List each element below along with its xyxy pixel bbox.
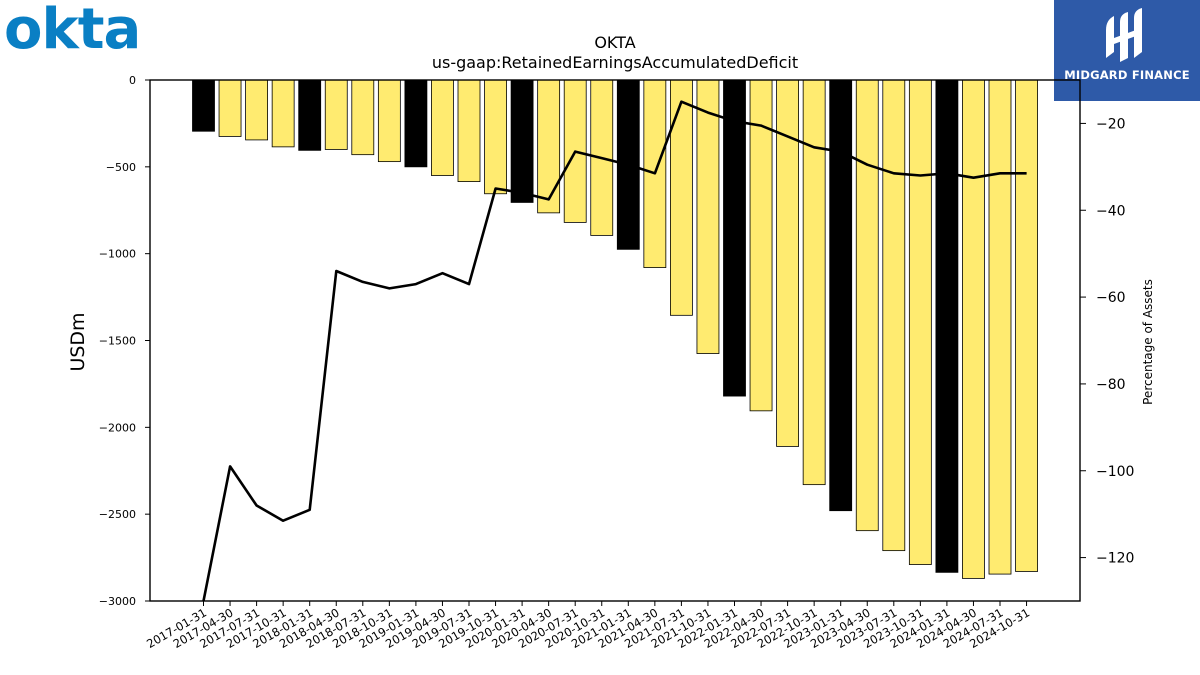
bar-2019-10-31 [484, 79, 507, 195]
bar-series [192, 79, 1038, 579]
bar-2018-07-31 [351, 79, 375, 156]
bar-2018-10-31 [377, 79, 401, 163]
y2-tick-label: −100 [1096, 464, 1134, 480]
y2-axis-label: Percentage of Assets [1141, 279, 1155, 405]
y-axis-label: USDm [67, 312, 89, 371]
y-tick-label: −1500 [99, 335, 136, 348]
bar-2019-04-30 [431, 79, 454, 176]
y2-tick-label: −120 [1096, 551, 1134, 567]
bar-2020-04-30 [537, 79, 561, 214]
bar-2021-10-31 [696, 79, 720, 354]
bar-2022-01-31 [723, 79, 746, 397]
y-tick-label: −2500 [99, 508, 136, 521]
y2-tick-label: −60 [1096, 290, 1126, 306]
bar-2018-01-31 [298, 79, 322, 151]
bar-2024-10-31 [1015, 79, 1038, 572]
y2-tick-label: −80 [1096, 377, 1126, 393]
y2-tick-label: −40 [1096, 203, 1126, 219]
brand-name: MIDGARD FINANCE [1064, 68, 1190, 82]
bar-2022-07-31 [776, 79, 799, 447]
bar-2023-04-30 [855, 79, 879, 532]
bar-2018-04-30 [324, 79, 348, 150]
chart-title: OKTA [594, 33, 635, 52]
bar-2023-10-31 [908, 79, 932, 565]
bar-2017-10-31 [271, 79, 295, 148]
midgard-mark-icon [1106, 8, 1142, 62]
okta-logo: okta [4, 0, 141, 62]
bar-2024-07-31 [988, 79, 1012, 575]
bar-2022-10-31 [802, 79, 826, 486]
pct-assets-series [202, 100, 1027, 602]
bar-2017-01-31 [192, 79, 215, 132]
bar-2019-07-31 [457, 79, 481, 182]
pct-assets-line [202, 100, 1027, 602]
y-tick-label: −3000 [99, 595, 136, 608]
bar-2023-01-31 [829, 79, 853, 512]
bar-2023-07-31 [882, 79, 906, 552]
bar-2017-04-30 [218, 79, 242, 137]
bar-2020-01-31 [510, 79, 534, 203]
bar-2024-04-30 [962, 79, 985, 579]
y-tick-label: −1000 [99, 248, 136, 261]
midgard-finance-logo: MIDGARD FINANCE [1054, 0, 1200, 101]
bar-2024-01-31 [935, 79, 959, 573]
bar-2017-07-31 [245, 79, 269, 141]
chart-subtitle: us-gaap:RetainedEarningsAccumulatedDefic… [432, 53, 798, 72]
y-tick-label: −500 [106, 161, 136, 174]
y-tick-label: 0 [129, 74, 136, 87]
bar-2021-07-31 [670, 79, 693, 316]
y-tick-label: −2000 [99, 421, 136, 434]
y2-tick-label: −20 [1096, 116, 1126, 132]
bar-2019-01-31 [404, 79, 428, 168]
